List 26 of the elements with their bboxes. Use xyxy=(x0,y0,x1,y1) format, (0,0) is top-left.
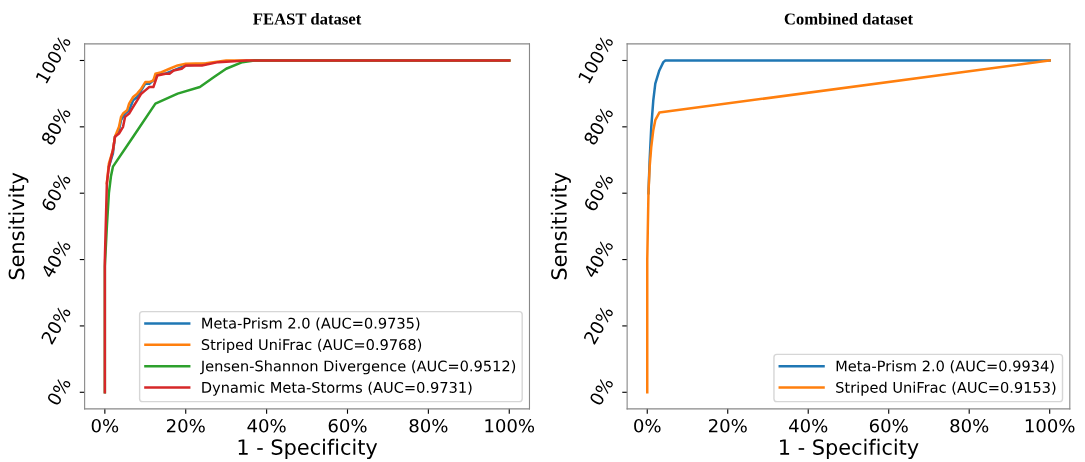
x-tick-label: 60% xyxy=(869,418,908,433)
chart-title: Combined dataset xyxy=(784,12,913,25)
x-tick-label: 100% xyxy=(485,418,535,433)
legend-label: Jensen-Shannon Divergence (AUC=0.9512) xyxy=(200,360,516,375)
y-axis-title: Sensitivity xyxy=(8,172,29,280)
x-tick-label: 80% xyxy=(950,418,989,433)
x-tick-label: 60% xyxy=(328,418,367,433)
x-axis-title: 1 - Specificity xyxy=(238,438,378,460)
x-tick-label: 40% xyxy=(247,418,286,433)
x-tick-label: 100% xyxy=(1025,418,1075,433)
x-tick-label: 80% xyxy=(409,418,448,433)
legend-label: Striped UniFrac (AUC=0.9153) xyxy=(836,381,1056,396)
y-axis-title: Sensitivity xyxy=(550,172,571,280)
x-tick-label: 40% xyxy=(789,418,828,433)
x-tick-label: 0% xyxy=(91,418,119,433)
x-axis-title: 1 - Specificity xyxy=(780,438,919,460)
chart-title: FEAST dataset xyxy=(253,12,362,25)
legend-label: Dynamic Meta-Storms (AUC=0.9731) xyxy=(202,381,472,396)
x-tick-label: 20% xyxy=(709,418,747,433)
y-tick-label: 0% xyxy=(46,376,72,407)
y-tick-label: 0% xyxy=(588,376,614,407)
legend-label: Meta-Prism 2.0 (AUC=0.9934) xyxy=(836,360,1054,374)
legend-label: Striped UniFrac (AUC=0.9768) xyxy=(201,338,422,353)
legend-label: Meta-Prism 2.0 (AUC=0.9735) xyxy=(202,317,420,331)
x-tick-label: 20% xyxy=(166,418,205,433)
x-tick-label: 0% xyxy=(634,418,661,433)
